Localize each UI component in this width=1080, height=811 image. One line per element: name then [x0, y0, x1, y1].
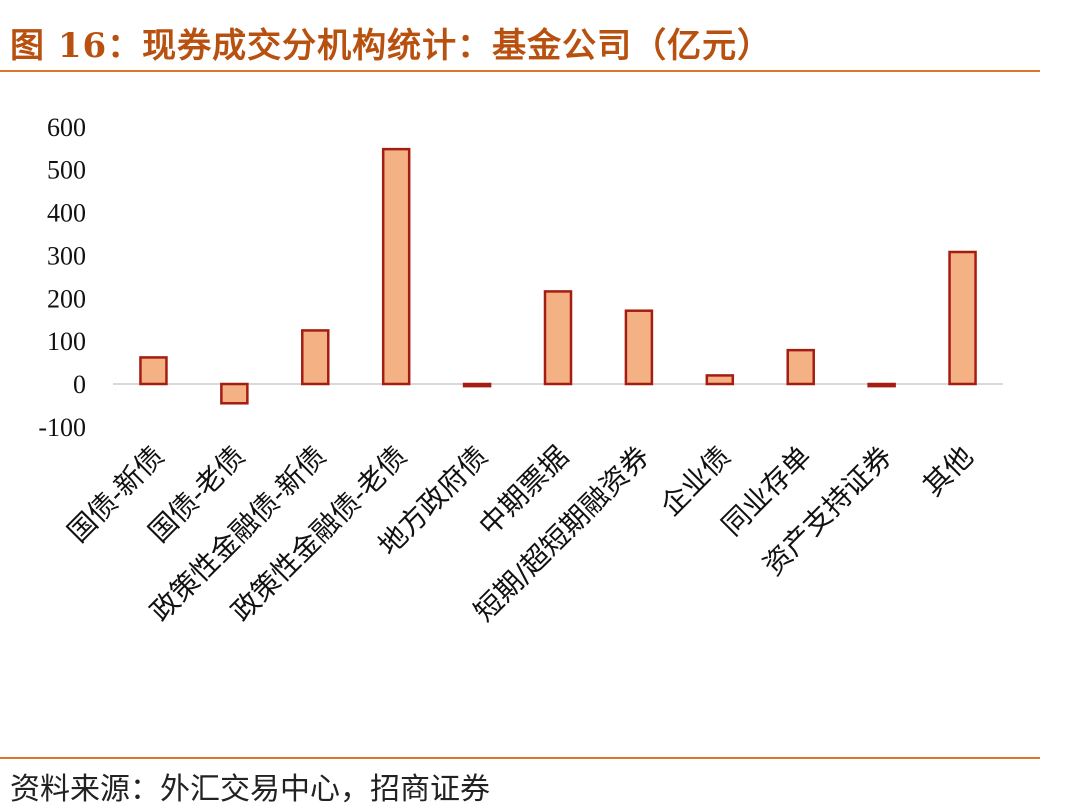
y-tick-label: 200 [47, 284, 86, 313]
bar [705, 374, 735, 386]
y-tick-label: 600 [47, 113, 86, 142]
bar [462, 382, 492, 388]
bar [948, 250, 977, 386]
x-category-label: 其他 [917, 440, 980, 503]
bar [867, 382, 896, 388]
bar [301, 329, 330, 386]
bars [139, 147, 977, 405]
bar [624, 309, 654, 386]
y-tick-label: -100 [38, 413, 86, 442]
source-divider [0, 757, 1040, 759]
title-divider [0, 70, 1040, 72]
y-tick-label: 0 [73, 370, 86, 399]
bar [220, 382, 249, 405]
y-tick-label: 300 [47, 241, 86, 270]
bar [543, 290, 573, 386]
y-tick-label: 400 [47, 199, 86, 228]
figure-title: 图 16：现券成交分机构统计：基金公司（亿元） [10, 26, 773, 66]
bar [139, 356, 168, 386]
bar [381, 147, 411, 386]
y-tick-label: 500 [47, 156, 86, 185]
x-axis: 国债-新债国债-老债政策性金融债-新债政策性金融债-老债地方政府债中期票据短期/… [61, 440, 979, 628]
y-axis: -100 0 100 200 300 400 500 600 [38, 113, 1003, 442]
y-tick-label: 100 [47, 327, 86, 356]
source-note: 资料来源：外汇交易中心，招商证券 [10, 772, 490, 807]
bar [786, 348, 815, 386]
